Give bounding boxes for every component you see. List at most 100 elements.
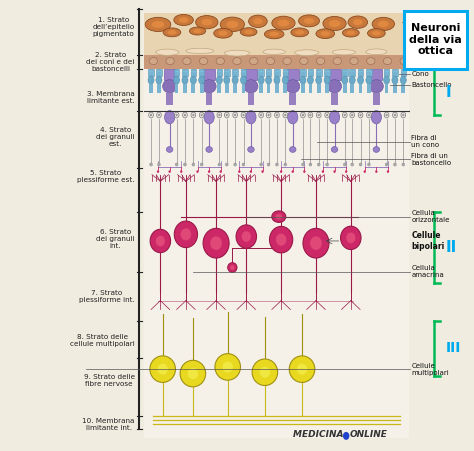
Ellipse shape — [275, 214, 282, 219]
Ellipse shape — [316, 29, 335, 38]
Ellipse shape — [196, 170, 199, 173]
Ellipse shape — [393, 163, 396, 166]
Ellipse shape — [232, 76, 238, 84]
Bar — [166, 93, 173, 105]
Bar — [144, 14, 409, 55]
Ellipse shape — [244, 80, 258, 93]
Ellipse shape — [250, 170, 252, 173]
Bar — [359, 84, 363, 93]
Ellipse shape — [219, 31, 228, 36]
Ellipse shape — [184, 114, 186, 116]
Ellipse shape — [328, 80, 341, 93]
Text: II: II — [446, 240, 457, 255]
Ellipse shape — [267, 114, 270, 116]
Ellipse shape — [155, 49, 179, 55]
Ellipse shape — [218, 114, 220, 116]
Bar — [290, 93, 296, 105]
Ellipse shape — [284, 114, 286, 116]
Ellipse shape — [402, 114, 404, 116]
Ellipse shape — [375, 170, 377, 173]
Bar — [367, 84, 371, 93]
Ellipse shape — [226, 114, 228, 116]
Ellipse shape — [371, 110, 382, 124]
Text: Fibra di
un cono: Fibra di un cono — [411, 135, 439, 148]
Ellipse shape — [331, 64, 341, 69]
Ellipse shape — [180, 170, 182, 173]
Text: 6. Strato
dei granuli
int.: 6. Strato dei granuli int. — [96, 229, 135, 249]
Bar — [206, 93, 212, 105]
Ellipse shape — [345, 64, 354, 69]
Ellipse shape — [252, 64, 261, 69]
Ellipse shape — [149, 58, 157, 64]
Bar — [144, 55, 409, 69]
Ellipse shape — [150, 229, 171, 253]
Ellipse shape — [272, 16, 295, 30]
Ellipse shape — [226, 21, 238, 28]
Ellipse shape — [351, 114, 353, 116]
Ellipse shape — [222, 361, 233, 373]
Bar — [393, 84, 397, 93]
Ellipse shape — [290, 147, 296, 152]
Bar — [316, 69, 321, 76]
Ellipse shape — [343, 163, 346, 166]
Ellipse shape — [342, 28, 359, 37]
Ellipse shape — [199, 76, 205, 84]
Text: Bastoncello: Bastoncello — [411, 82, 452, 88]
Bar — [191, 69, 196, 76]
Ellipse shape — [309, 114, 311, 116]
Ellipse shape — [372, 17, 394, 31]
Ellipse shape — [216, 58, 225, 64]
Text: Cono: Cono — [411, 71, 429, 77]
Ellipse shape — [392, 76, 398, 84]
Bar — [241, 69, 246, 76]
Ellipse shape — [292, 64, 301, 69]
Ellipse shape — [378, 21, 389, 27]
Ellipse shape — [175, 114, 178, 116]
Ellipse shape — [320, 31, 330, 36]
Ellipse shape — [152, 21, 164, 28]
Ellipse shape — [228, 262, 237, 272]
Ellipse shape — [402, 163, 405, 166]
Bar — [358, 69, 364, 76]
Ellipse shape — [260, 114, 262, 116]
Text: Cellula
orizzontale: Cellula orizzontale — [411, 210, 449, 223]
Ellipse shape — [240, 28, 257, 36]
Ellipse shape — [367, 28, 385, 38]
Ellipse shape — [270, 226, 293, 253]
Ellipse shape — [239, 64, 248, 69]
Ellipse shape — [317, 58, 325, 64]
Ellipse shape — [218, 163, 221, 166]
Ellipse shape — [343, 432, 349, 440]
Text: 8. Strato delle
cellule multipolari: 8. Strato delle cellule multipolari — [70, 334, 135, 347]
Ellipse shape — [219, 170, 222, 173]
Text: Cellule
bipolari: Cellule bipolari — [411, 231, 445, 251]
Ellipse shape — [342, 76, 348, 84]
Ellipse shape — [179, 17, 189, 23]
Ellipse shape — [385, 114, 388, 116]
Ellipse shape — [215, 354, 240, 380]
Ellipse shape — [192, 114, 194, 116]
Ellipse shape — [216, 76, 222, 84]
Ellipse shape — [224, 50, 250, 56]
Ellipse shape — [326, 114, 328, 116]
Ellipse shape — [248, 15, 267, 28]
Ellipse shape — [263, 49, 285, 55]
Ellipse shape — [206, 147, 212, 152]
Ellipse shape — [346, 233, 356, 243]
Ellipse shape — [242, 163, 245, 166]
Bar — [148, 69, 154, 76]
Bar — [164, 69, 176, 80]
Bar — [200, 84, 203, 93]
Bar — [174, 69, 179, 76]
Ellipse shape — [359, 114, 362, 116]
Ellipse shape — [173, 64, 182, 69]
Bar — [370, 69, 383, 80]
Ellipse shape — [272, 211, 286, 222]
Ellipse shape — [369, 80, 383, 93]
Text: Neuroni
della via
ottica: Neuroni della via ottica — [409, 23, 462, 56]
Ellipse shape — [201, 163, 203, 166]
Ellipse shape — [364, 170, 366, 173]
Ellipse shape — [318, 114, 320, 116]
Ellipse shape — [366, 76, 372, 84]
Ellipse shape — [349, 76, 355, 84]
